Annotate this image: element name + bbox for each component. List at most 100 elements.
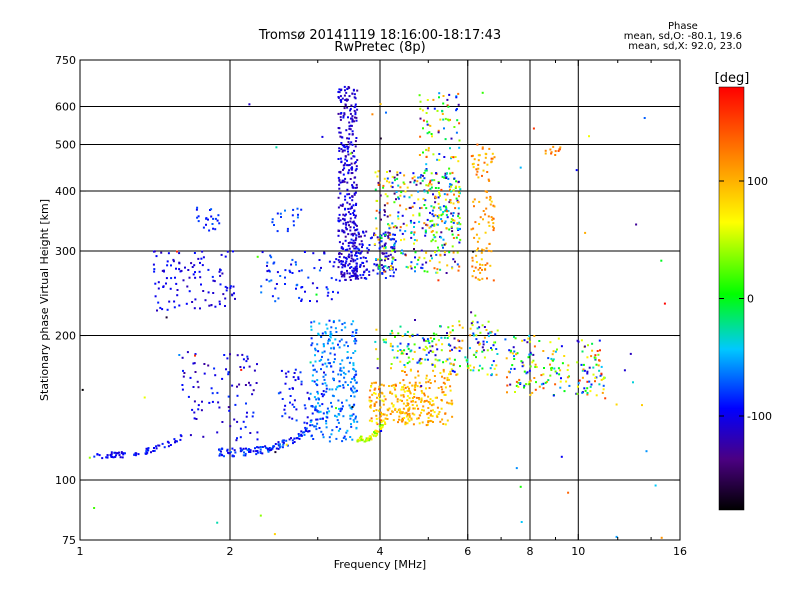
echo-point [339,171,342,174]
echo-point [532,359,535,362]
echo-point [191,408,194,411]
echo-point [449,402,452,405]
echo-point [474,276,477,279]
echo-point [448,185,451,188]
echo-point [380,411,382,414]
echo-point [383,204,386,207]
echo-point [394,233,396,236]
echo-point [413,248,415,250]
echo-point [355,168,358,170]
echo-point [343,376,346,379]
echo-point [488,147,491,150]
echo-point [568,375,570,378]
y-tick-label: 100 [55,474,76,487]
echo-point [228,409,231,412]
echo-point [588,135,590,138]
echo-point [449,331,452,334]
echo-point [453,219,456,222]
echo-point [338,91,341,94]
echo-point [506,391,508,394]
echo-point [393,201,396,204]
echo-point [388,407,391,410]
echo-point [419,176,422,179]
echo-point [349,406,352,409]
echo-point [193,411,196,414]
echo-point [478,200,481,203]
echo-point [303,421,306,424]
echo-point [437,196,440,199]
echo-point [513,355,515,358]
echo-point [586,372,589,375]
echo-point [362,230,364,233]
echo-point [357,252,360,254]
echo-point [381,245,384,248]
echo-point [289,271,292,274]
echo-point [394,388,397,391]
echo-point [429,225,432,228]
echo-point [409,350,412,353]
echo-point [472,154,474,157]
echo-point [401,249,403,252]
echo-point [430,413,432,416]
echo-point [399,408,401,411]
echo-point [388,170,391,173]
echo-point [418,256,421,259]
echo-point [552,394,555,397]
echo-point [493,156,496,159]
echo-point [422,151,424,154]
echo-point [576,339,579,342]
echo-point [554,370,557,373]
echo-point [275,146,278,149]
echo-point [457,229,460,231]
echo-point [435,253,438,256]
echo-point [506,376,508,379]
echo-point [425,163,428,166]
echo-point [310,434,313,437]
echo-point [325,384,328,387]
echo-point [420,411,423,414]
echo-point [236,354,239,357]
echo-point [552,358,555,361]
echo-point [389,226,392,229]
echo-point [331,429,334,432]
echo-point [446,337,449,339]
echo-point [285,375,288,378]
echo-point [466,360,469,363]
echo-point [475,249,478,252]
echo-point [594,357,597,360]
echo-point [488,198,491,201]
echo-point [88,456,91,459]
echo-point [351,232,354,235]
echo-point [345,399,348,402]
echo-point [427,184,430,187]
echo-point [377,181,380,184]
echo-point [351,389,354,392]
echo-point [414,401,417,404]
echo-point [211,400,214,403]
echo-point [352,214,355,216]
echo-point [344,278,347,281]
echo-point [199,307,201,310]
echo-point [343,113,346,116]
echo-point [368,244,371,246]
echo-point [420,174,423,177]
echo-point [435,343,438,346]
echo-point [350,425,353,428]
echo-point [484,213,487,216]
echo-point [432,350,435,353]
echo-point [411,334,414,337]
echo-point [444,198,447,201]
echo-point [347,244,350,247]
echo-point [444,386,447,389]
echo-point [413,350,416,353]
echo-point [284,412,287,415]
colorbar-tick-label: 100 [747,175,768,188]
echo-point [341,247,344,250]
echo-point [492,222,495,225]
echo-point [271,447,274,450]
echo-point [433,206,436,209]
echo-point [441,388,444,391]
echo-point [440,188,443,191]
echo-point [314,407,317,410]
echo-point [561,362,564,365]
